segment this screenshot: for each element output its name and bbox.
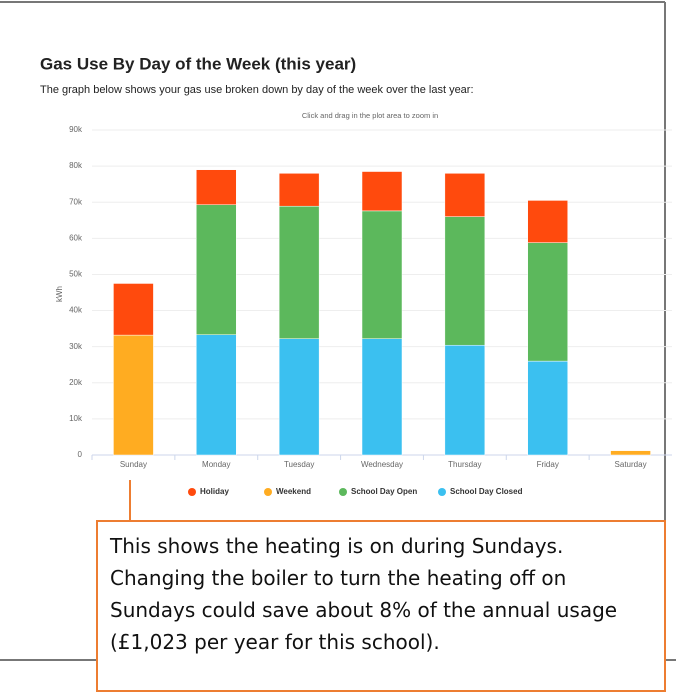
bar-segment <box>527 242 568 362</box>
bar-segment <box>444 173 486 217</box>
bar-segment <box>113 283 154 336</box>
x-tick-label: Friday <box>537 460 559 469</box>
bar-segment <box>196 169 237 206</box>
bar-segment <box>113 334 154 456</box>
bar-segment <box>196 334 237 456</box>
x-tick-label: Sunday <box>120 460 147 469</box>
legend-label: School Day Closed <box>450 487 523 496</box>
y-axis-label: kWh <box>55 286 64 302</box>
x-tick-label: Wednesday <box>361 460 403 469</box>
bar-segment <box>444 216 486 346</box>
y-tick-label: 20k <box>69 378 83 387</box>
legend-label: Weekend <box>276 487 311 496</box>
y-tick-label: 60k <box>69 233 83 242</box>
legend-marker <box>188 488 196 496</box>
x-tick-label: Tuesday <box>284 460 314 469</box>
bar-segment <box>361 171 403 212</box>
legend-marker <box>339 488 347 496</box>
y-tick-label: 80k <box>69 161 83 170</box>
zoom-note: Click and drag in the plot area to zoom … <box>302 111 438 120</box>
bar-segment <box>527 360 568 456</box>
legend-label: School Day Open <box>351 487 417 496</box>
bar-segment <box>361 338 403 456</box>
x-tick-label: Saturday <box>615 460 647 469</box>
y-tick-label: 40k <box>69 306 83 315</box>
chart-title: Gas Use By Day of the Week (this year) <box>40 54 356 73</box>
y-tick-label: 30k <box>69 342 83 351</box>
y-tick-label: 90k <box>69 125 83 134</box>
x-tick-label: Thursday <box>448 460 481 469</box>
bar-segment <box>444 344 486 456</box>
legend-label: Holiday <box>200 487 229 496</box>
y-tick-label: 10k <box>69 414 83 423</box>
y-tick-label: 70k <box>69 197 83 206</box>
callout: This shows the heating is on during Sund… <box>96 520 666 692</box>
legend-marker <box>264 488 272 496</box>
chart-subtitle: The graph below shows your gas use broke… <box>40 84 474 96</box>
y-tick-label: 0 <box>78 450 83 459</box>
bar-segment <box>278 338 320 456</box>
bar-segment <box>361 210 403 339</box>
bar-segment <box>527 200 568 243</box>
legend-marker <box>438 488 446 496</box>
bar-segment <box>278 205 320 339</box>
y-tick-label: 50k <box>69 270 83 279</box>
bar-segment <box>610 450 651 456</box>
bar-segment <box>278 173 320 207</box>
bar-segment <box>196 204 237 335</box>
x-tick-label: Monday <box>202 460 230 469</box>
